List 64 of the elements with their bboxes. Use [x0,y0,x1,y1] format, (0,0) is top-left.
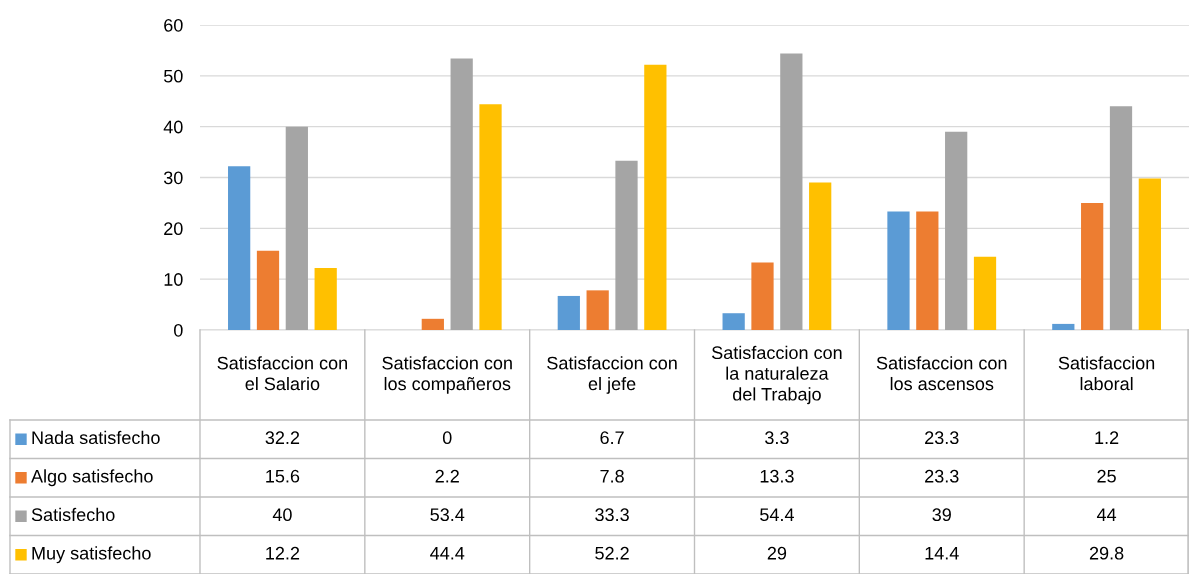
bar [285,126,308,330]
y-tick-label: 40 [163,120,183,134]
bar [644,64,667,330]
data-label: 53.4 [430,508,465,522]
bar [973,256,997,330]
bar [314,267,337,330]
legend-label: Muy satisfecho [32,546,151,564]
bar [887,211,910,330]
x-tick-label: Satisfaccion con el jefe [547,356,677,394]
legend-label: Satisfecho [31,507,115,522]
x-tick-label: Satisfaccion con los compañeros [382,356,512,394]
bar [1109,106,1133,330]
bar [751,262,774,330]
legend-label: Nada satisfecho [32,430,160,445]
data-label: 44 [1096,508,1117,521]
y-tick-label: 30 [163,171,183,185]
y-tick-label: 10 [164,273,183,286]
data-label: 23.3 [925,431,959,445]
bar [916,211,939,330]
data-label: 29.8 [1089,546,1124,560]
bar [809,182,832,330]
bar [450,58,473,330]
data-label: 33.3 [595,508,629,522]
bar [1138,178,1161,330]
bar [722,313,745,330]
y-tick-label: 20 [164,222,183,236]
data-label: 7.8 [600,469,624,483]
data-label: 29 [767,546,787,560]
y-tick-label: 0 [174,323,183,337]
y-tick-label: 50 [163,69,183,83]
data-label: 44.4 [430,547,465,560]
data-label: 13.3 [760,469,794,483]
data-label: 32.2 [265,431,300,445]
y-tick-label: 60 [164,18,183,32]
x-tick-label: Satisfaccion con el Salario [217,356,347,391]
data-label: 54.4 [760,508,794,522]
data-label: 39 [932,508,951,522]
x-tick-label: Satisfaccion con la naturaleza del Trabajo [712,345,842,405]
bar [228,166,251,330]
x-tick-label: Satisfaccion laboral [1058,356,1155,391]
bar [256,250,280,330]
bar [421,318,444,330]
bar [780,53,803,330]
legend-label: Algo satisfecho [31,469,153,487]
bar [615,160,638,330]
data-label: 2.2 [435,469,459,483]
data-label: 40 [272,508,292,522]
bar [1052,323,1075,330]
x-tick-label: Satisfaccion con los ascensos [876,356,1007,391]
bar [945,131,968,330]
bar [479,104,502,330]
data-label: 3.3 [765,431,789,445]
data-label: 12.2 [266,546,300,560]
data-label: 23.3 [925,469,959,483]
bar [557,295,580,330]
bar [1081,202,1104,330]
data-label: 1.2 [1095,431,1119,444]
data-label: 6.7 [600,431,624,445]
data-label: 15.6 [266,469,300,483]
data-label: 25 [1097,469,1116,483]
data-label: 0 [442,431,452,445]
bar [586,290,609,330]
data-label: 52.2 [595,546,629,560]
data-label: 14.4 [925,547,959,560]
